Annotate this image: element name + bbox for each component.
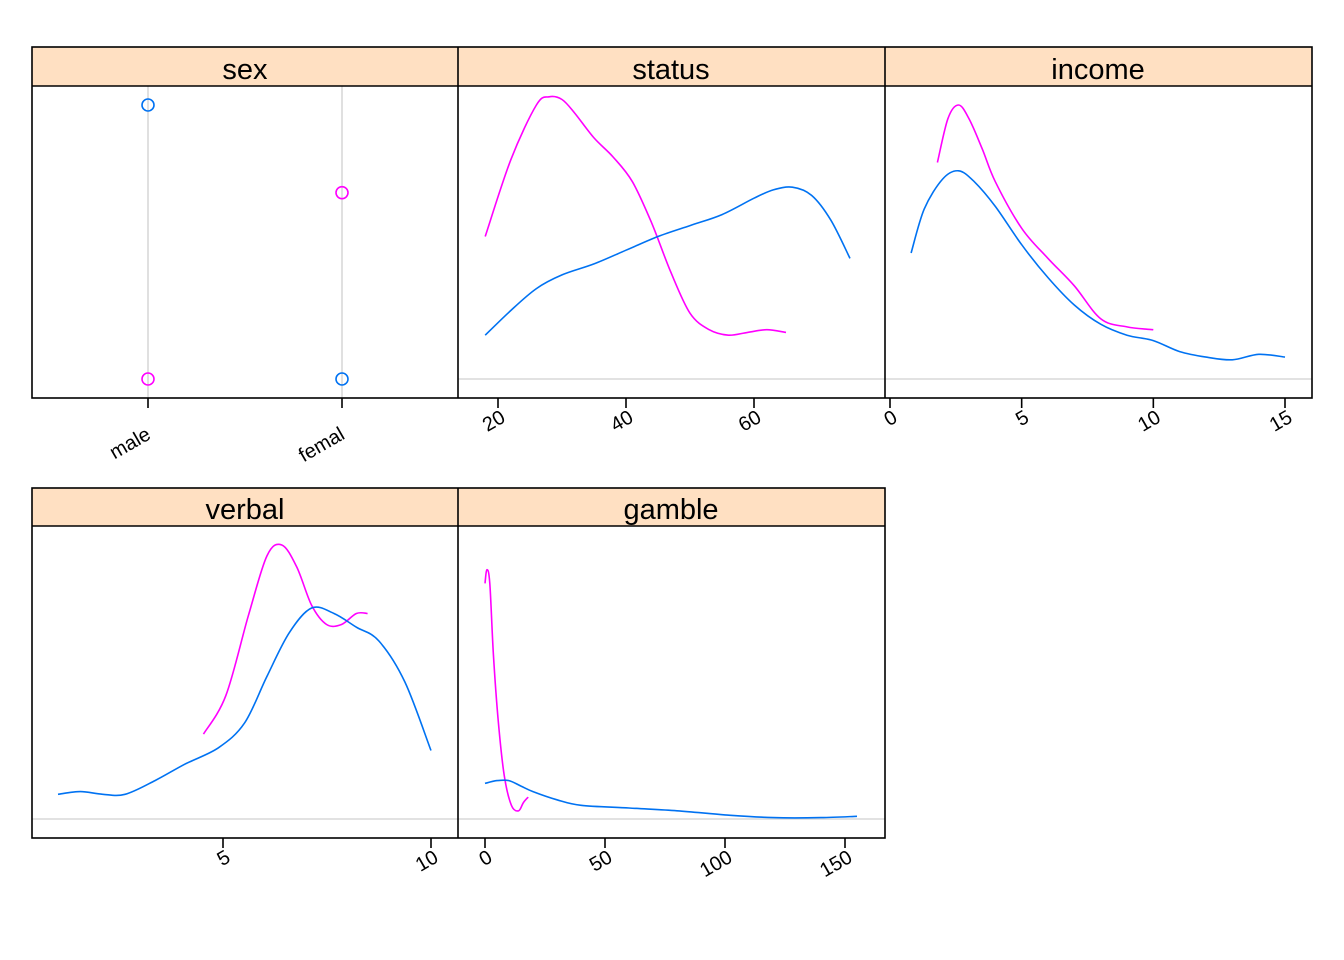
x-tick-label: 10 [412, 846, 442, 876]
x-tick-label: 100 [696, 846, 736, 882]
strip-status [458, 47, 885, 86]
x-tick-label: femal [295, 423, 348, 467]
density-curve [484, 568, 529, 812]
x-tick-label: 10 [1134, 406, 1164, 436]
density-curve [484, 95, 787, 337]
x-tick-label: 40 [607, 406, 637, 436]
strip-verbal [32, 488, 458, 526]
strip-sex [32, 47, 458, 86]
x-tick-label: 5 [1012, 406, 1033, 431]
data-layer [57, 95, 1286, 819]
data-point [141, 98, 155, 112]
strip-gamble [458, 488, 885, 526]
strip-title-income: income [1051, 54, 1145, 86]
x-tick-label: 5 [214, 846, 235, 871]
strip-title-verbal: verbal [206, 494, 285, 526]
x-tick-label: 60 [735, 406, 765, 436]
x-tick-label: 15 [1266, 406, 1296, 436]
grid-layer [32, 86, 1312, 820]
x-tick-label: 0 [476, 846, 497, 871]
frame-layer: sex status income verbal gamble [31, 46, 1313, 839]
density-curve [484, 186, 851, 336]
density-curve [910, 169, 1286, 361]
x-tick-label: 150 [816, 846, 856, 882]
x-tick-label: 20 [479, 406, 509, 436]
x-tick-label: 0 [881, 406, 902, 431]
density-curve [57, 606, 432, 797]
strip-title-sex: sex [222, 54, 268, 86]
strip-title-status: status [632, 54, 709, 86]
strip-income [885, 47, 1312, 86]
density-curve [202, 543, 368, 735]
x-tick-label: male [106, 423, 155, 464]
strip-title-gamble: gamble [623, 494, 718, 526]
data-point [335, 372, 349, 386]
density-curve [484, 779, 858, 819]
data-point [335, 185, 349, 200]
x-tick-label: 50 [586, 846, 616, 876]
panel-frame-top-row [31, 46, 1313, 399]
density-curve [936, 104, 1154, 331]
data-point [141, 372, 155, 386]
